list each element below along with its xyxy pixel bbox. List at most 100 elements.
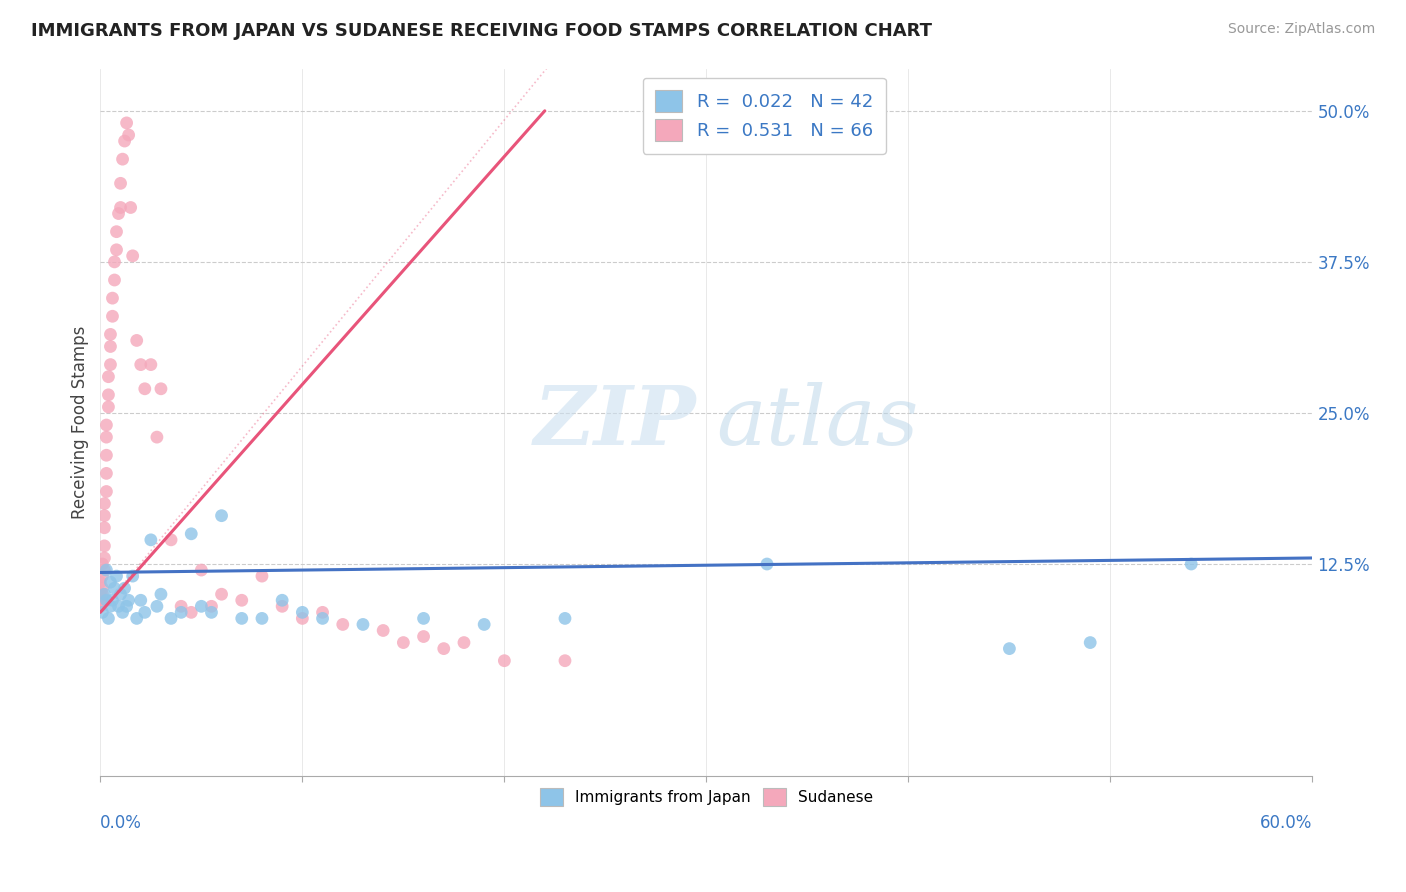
Point [97,369,120,384]
Point [146,430,169,444]
Point [96,563,118,577]
Point [89,593,111,607]
Point [91,569,114,583]
Point [100,327,122,342]
Point [125,334,148,348]
Point [105,243,128,257]
Point [180,526,202,541]
Point [91,606,114,620]
Point [121,249,143,263]
Y-axis label: Receiving Food Stamps: Receiving Food Stamps [72,326,89,519]
Point [105,225,128,239]
Point [121,569,143,583]
Point [93,539,115,553]
Point [114,134,136,148]
Point [412,630,434,644]
Point [311,611,333,625]
Point [291,611,314,625]
Point [472,617,495,632]
Point [111,606,134,620]
Point [291,606,314,620]
Point [103,273,125,287]
Point [117,128,139,142]
Point [332,617,354,632]
Point [149,382,172,396]
Point [100,599,122,614]
Point [160,611,183,625]
Point [271,599,294,614]
Point [756,557,779,571]
Point [114,581,136,595]
Point [180,606,202,620]
Point [160,533,183,547]
Point [554,654,576,668]
Point [170,606,193,620]
Text: 0.0%: 0.0% [100,814,142,832]
Point [190,563,212,577]
Point [115,599,138,614]
Point [433,641,456,656]
Point [170,599,193,614]
Point [453,635,475,649]
Point [111,152,134,166]
Point [190,599,212,614]
Point [311,606,333,620]
Text: IMMIGRANTS FROM JAPAN VS SUDANESE RECEIVING FOOD STAMPS CORRELATION CHART: IMMIGRANTS FROM JAPAN VS SUDANESE RECEIV… [31,22,932,40]
Point [96,484,118,499]
Point [129,593,152,607]
Point [93,551,115,566]
Point [139,533,162,547]
Point [250,569,273,583]
Point [110,177,132,191]
Point [96,430,118,444]
Point [117,593,139,607]
Point [231,611,253,625]
Point [250,611,273,625]
Point [125,611,148,625]
Point [91,593,114,607]
Point [93,508,115,523]
Point [91,587,114,601]
Point [115,116,138,130]
Point [100,358,122,372]
Point [211,508,233,523]
Point [110,201,132,215]
Point [1078,635,1101,649]
Point [97,400,120,414]
Point [494,654,516,668]
Point [101,291,124,305]
Point [129,358,152,372]
Point [101,593,124,607]
Legend: Immigrants from Japan, Sudanese: Immigrants from Japan, Sudanese [531,780,880,814]
Point [97,388,120,402]
Point [134,606,156,620]
Point [96,593,118,607]
Point [96,467,118,481]
Point [231,593,253,607]
Point [93,563,115,577]
Point [392,635,415,649]
Point [93,587,115,601]
Point [200,599,222,614]
Text: 60.0%: 60.0% [1260,814,1312,832]
Point [352,617,374,632]
Point [200,606,222,620]
Point [120,201,142,215]
Point [93,521,115,535]
Point [91,581,114,595]
Point [373,624,395,638]
Point [96,448,118,462]
Text: atlas: atlas [716,382,918,462]
Point [91,557,114,571]
Point [146,599,169,614]
Point [103,581,125,595]
Point [412,611,434,625]
Point [107,206,129,220]
Point [271,593,294,607]
Point [998,641,1021,656]
Point [96,417,118,432]
Point [211,587,233,601]
Point [100,339,122,353]
Point [89,575,111,590]
Point [101,310,124,324]
